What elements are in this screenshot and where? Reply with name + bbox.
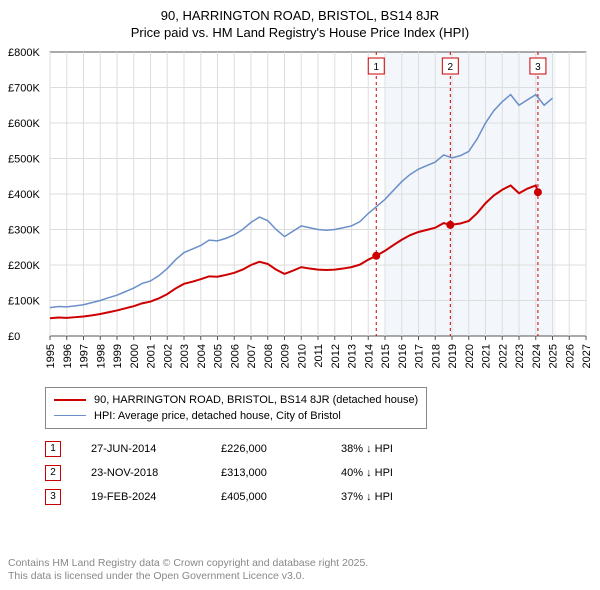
x-tick-label: 2018	[430, 344, 442, 368]
legend: 90, HARRINGTON ROAD, BRISTOL, BS14 8JR (…	[45, 387, 427, 429]
legend-row: 90, HARRINGTON ROAD, BRISTOL, BS14 8JR (…	[54, 392, 418, 408]
sale-row-marker: 2	[45, 465, 61, 481]
x-tick-label: 2017	[414, 344, 426, 368]
x-tick-label: 2008	[263, 344, 275, 368]
y-tick-label: £600K	[8, 118, 40, 130]
title-line1: 90, HARRINGTON ROAD, BRISTOL, BS14 8JR	[0, 8, 600, 25]
x-tick-label: 2013	[347, 344, 359, 368]
legend-label: 90, HARRINGTON ROAD, BRISTOL, BS14 8JR (…	[94, 394, 418, 406]
x-tick-label: 2010	[296, 344, 308, 368]
x-tick-label: 2016	[397, 344, 409, 368]
y-tick-label: £400K	[8, 189, 40, 201]
sale-row: 1 27-JUN-2014£226,00038% ↓ HPI	[45, 437, 600, 461]
attribution-line2: This data is licensed under the Open Gov…	[8, 570, 368, 584]
x-tick-label: 2000	[129, 344, 141, 368]
y-tick-label: £200K	[8, 260, 40, 272]
x-tick-label: 1996	[62, 344, 74, 368]
sales-table: 1 27-JUN-2014£226,00038% ↓ HPI 2 23-NOV-201…	[45, 437, 600, 509]
x-tick-label: 2002	[162, 344, 174, 368]
sale-point	[372, 252, 380, 260]
x-tick-label: 2023	[514, 344, 526, 368]
sale-diff: 40% ↓ HPI	[341, 467, 461, 479]
x-tick-label: 2024	[531, 344, 543, 368]
y-tick-label: £0	[8, 331, 20, 343]
y-tick-label: £700K	[8, 82, 40, 94]
sale-date: 23-NOV-2018	[91, 467, 221, 479]
x-tick-label: 2026	[564, 344, 576, 368]
sale-price: £313,000	[221, 467, 341, 479]
x-tick-label: 2025	[548, 344, 560, 368]
legend-row: HPI: Average price, detached house, City…	[54, 408, 418, 424]
y-tick-label: £300K	[8, 224, 40, 236]
sale-marker-num: 2	[448, 62, 454, 73]
legend-swatch	[54, 415, 86, 416]
sale-row: 3 19-FEB-2024£405,00037% ↓ HPI	[45, 485, 600, 509]
sale-row-marker: 1	[45, 441, 61, 457]
sale-price: £226,000	[221, 443, 341, 455]
sale-diff: 38% ↓ HPI	[341, 443, 461, 455]
x-tick-label: 2009	[280, 344, 292, 368]
attribution-line1: Contains HM Land Registry data © Crown c…	[8, 557, 368, 571]
attribution: Contains HM Land Registry data © Crown c…	[8, 557, 368, 584]
sale-marker-num: 3	[535, 62, 541, 73]
x-tick-label: 2007	[246, 344, 258, 368]
x-tick-label: 1998	[95, 344, 107, 368]
sale-point	[534, 188, 542, 196]
sale-marker-num: 1	[373, 62, 379, 73]
sale-price: £405,000	[221, 491, 341, 503]
sale-point	[446, 221, 454, 229]
y-tick-label: £100K	[8, 295, 40, 307]
x-tick-label: 2006	[229, 344, 241, 368]
x-tick-label: 2005	[213, 344, 225, 368]
y-tick-label: £800K	[8, 48, 40, 59]
legend-label: HPI: Average price, detached house, City…	[94, 410, 341, 422]
sale-date: 19-FEB-2024	[91, 491, 221, 503]
x-tick-label: 2012	[330, 344, 342, 368]
x-tick-label: 2004	[196, 344, 208, 368]
sale-row: 2 23-NOV-2018£313,00040% ↓ HPI	[45, 461, 600, 485]
x-tick-label: 1997	[79, 344, 91, 368]
x-tick-label: 1995	[45, 344, 57, 368]
title-line2: Price paid vs. HM Land Registry's House …	[0, 25, 600, 42]
x-tick-label: 2014	[363, 344, 375, 368]
price-chart: £0 £100K £200K £300K £400K £500K £600K £700K £80…	[8, 48, 592, 383]
x-tick-label: 2011	[313, 344, 325, 368]
legend-swatch	[54, 399, 86, 401]
x-tick-label: 2015	[380, 344, 392, 368]
x-tick-label: 2022	[497, 344, 509, 368]
x-tick-label: 2027	[581, 344, 592, 368]
chart-title: 90, HARRINGTON ROAD, BRISTOL, BS14 8JR P…	[0, 0, 600, 42]
x-tick-label: 2019	[447, 344, 459, 368]
sale-diff: 37% ↓ HPI	[341, 491, 461, 503]
x-tick-label: 2003	[179, 344, 191, 368]
x-tick-label: 1999	[112, 344, 124, 368]
x-tick-label: 2021	[481, 344, 493, 368]
x-tick-label: 2001	[146, 344, 158, 368]
y-tick-label: £500K	[8, 153, 40, 165]
sale-date: 27-JUN-2014	[91, 443, 221, 455]
chart-area: £0 £100K £200K £300K £400K £500K £600K £700K £80…	[8, 48, 592, 383]
x-tick-label: 2020	[464, 344, 476, 368]
sale-row-marker: 3	[45, 489, 61, 505]
